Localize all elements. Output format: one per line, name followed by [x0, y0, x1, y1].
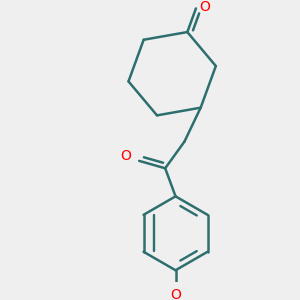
- Text: O: O: [120, 149, 131, 164]
- Text: O: O: [199, 0, 210, 14]
- Text: O: O: [170, 288, 181, 300]
